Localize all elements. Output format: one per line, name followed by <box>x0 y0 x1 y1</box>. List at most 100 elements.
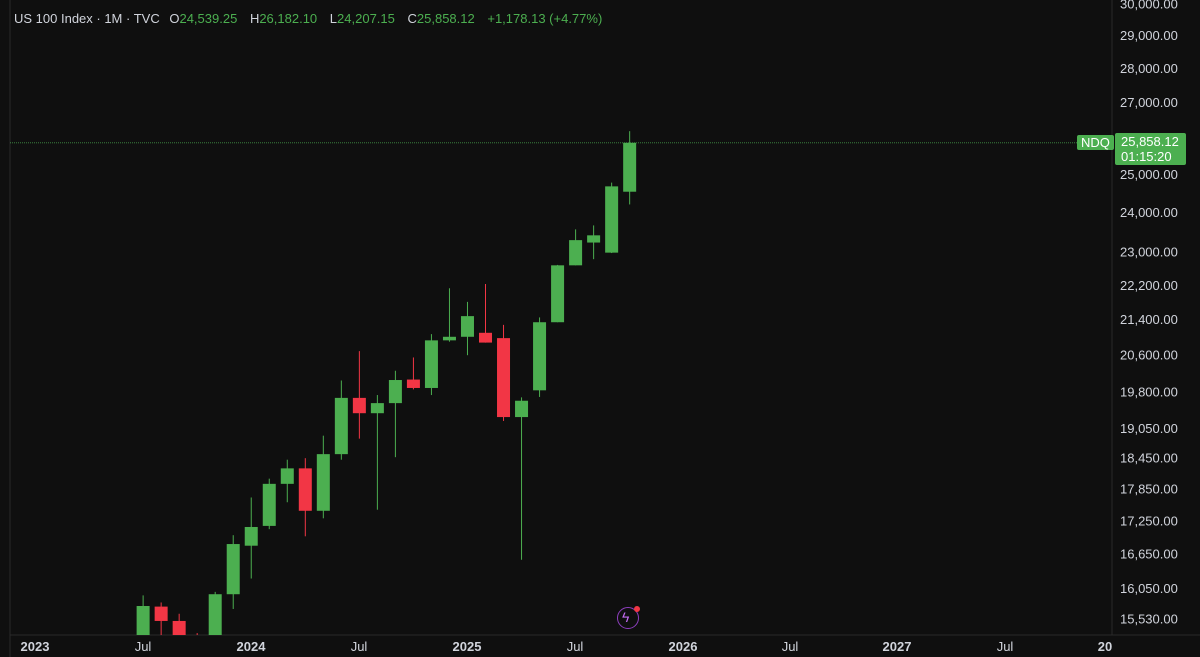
price-axis-label: 17,850.00 <box>1120 482 1178 497</box>
candle-2024-11[interactable] <box>424 334 438 396</box>
candle-body <box>388 380 402 404</box>
candle-2025-04[interactable] <box>515 397 529 560</box>
price-axis-label: 16,050.00 <box>1120 581 1178 596</box>
candle-body <box>569 240 583 266</box>
candle-2025-07[interactable] <box>569 229 583 266</box>
candle-2024-02[interactable] <box>262 478 276 530</box>
time-axis-label: Jul <box>567 639 584 654</box>
candle-body <box>298 468 312 511</box>
time-axis-label: 2025 <box>453 639 482 654</box>
candle-body <box>442 336 456 341</box>
candle-2024-06[interactable] <box>334 380 348 460</box>
price-axis-label: 23,000.00 <box>1120 245 1178 260</box>
candle-body <box>280 468 294 484</box>
time-axis-label: 2027 <box>883 639 912 654</box>
candle-2023-11[interactable] <box>208 591 222 635</box>
lightning-icon: ϟ <box>622 609 630 625</box>
candle-body <box>262 483 276 526</box>
candle-body <box>352 397 366 414</box>
candle-body <box>551 265 565 323</box>
candle-body <box>515 400 529 418</box>
price-axis-label: 30,000.00 <box>1120 0 1178 12</box>
candle-body <box>533 322 547 391</box>
candle-body <box>136 606 150 635</box>
price-axis-label: 20,600.00 <box>1120 348 1178 363</box>
flash-alert-button[interactable]: ϟ <box>617 606 640 629</box>
candle-2024-01[interactable] <box>244 497 258 579</box>
candle-2025-06[interactable] <box>551 264 565 323</box>
open-label: O <box>169 11 180 26</box>
candle-body <box>479 332 492 343</box>
candle-body <box>226 544 240 595</box>
open-value: 24,539.25 <box>179 11 238 26</box>
time-axis-label: Jul <box>997 639 1014 654</box>
candle-2025-09[interactable] <box>605 182 619 254</box>
price-axis-label: 25,000.00 <box>1120 167 1178 182</box>
candle-2024-05[interactable] <box>316 435 330 519</box>
candle-body <box>316 454 330 511</box>
candle-body <box>605 186 619 253</box>
candle-2023-12[interactable] <box>226 535 240 609</box>
low-value: 24,207.15 <box>337 11 395 26</box>
time-axis-label: 2026 <box>669 639 698 654</box>
high-value: 26,182.10 <box>259 11 318 26</box>
price-axis-label: 28,000.00 <box>1120 61 1178 76</box>
price-axis-label: 17,250.00 <box>1120 514 1178 529</box>
candle-2024-10[interactable] <box>406 357 420 390</box>
candle-2024-08[interactable] <box>370 395 384 510</box>
candle-body <box>370 403 384 414</box>
close-label: C <box>407 11 417 26</box>
last-price-tag: 25,858.12 01:15:20 <box>1115 133 1186 165</box>
candle-body <box>497 338 511 418</box>
candle-body <box>154 606 168 621</box>
candle-body <box>623 142 637 192</box>
candle-body <box>334 397 348 455</box>
legend-header: US 100 Index · 1M · TVC O24,539.25 H26,1… <box>14 11 611 26</box>
candle-2025-08[interactable] <box>587 225 601 260</box>
last-price-value: 25,858.12 <box>1121 134 1179 149</box>
candle-body <box>406 379 420 388</box>
price-axis-label: 19,050.00 <box>1120 421 1178 436</box>
candle-2024-04[interactable] <box>298 458 312 537</box>
candle-2023-10[interactable] <box>191 633 204 657</box>
bar-countdown: 01:15:20 <box>1121 149 1172 164</box>
candle-body <box>460 316 474 337</box>
candle-body <box>208 594 222 635</box>
candle-2025-05[interactable] <box>533 317 547 397</box>
candle-2025-01[interactable] <box>460 301 474 356</box>
candle-2024-07[interactable] <box>352 351 366 439</box>
price-axis-label: 22,200.00 <box>1120 278 1178 293</box>
candle-2023-07[interactable] <box>136 595 150 635</box>
time-axis-label: 20 <box>1098 639 1112 654</box>
low-label: L <box>329 11 338 26</box>
candle-2024-09[interactable] <box>388 370 402 458</box>
time-axis-label: Jul <box>351 639 368 654</box>
candle-2023-09[interactable] <box>172 613 186 635</box>
candle-2024-03[interactable] <box>280 459 294 503</box>
candle-body <box>424 340 438 388</box>
price-axis-label: 21,400.00 <box>1120 312 1178 327</box>
price-axis-label: 19,800.00 <box>1120 385 1178 400</box>
change-value: +1,178.13 (+4.77%) <box>487 11 603 26</box>
notification-dot <box>634 606 640 612</box>
price-axis-label: 24,000.00 <box>1120 205 1178 220</box>
candle-body <box>172 620 186 635</box>
price-axis-label: 29,000.00 <box>1120 28 1178 43</box>
candle-2023-08[interactable] <box>154 602 168 635</box>
candle-2025-02[interactable] <box>479 284 492 343</box>
ticker-tag: NDQ <box>1077 135 1114 150</box>
close-value: 25,858.12 <box>416 11 475 26</box>
high-label: H <box>249 11 260 26</box>
candle-2024-12[interactable] <box>442 288 456 342</box>
candle-body <box>244 526 258 546</box>
price-axis-label: 16,650.00 <box>1120 547 1178 562</box>
candle-2025-03[interactable] <box>497 324 511 421</box>
time-axis-label: Jul <box>782 639 799 654</box>
price-axis-label: 27,000.00 <box>1120 95 1178 110</box>
time-axis-label: 2024 <box>237 639 267 654</box>
candle-2025-10[interactable] <box>623 131 637 205</box>
price-axis-label: 15,530.00 <box>1120 612 1178 627</box>
symbol-title[interactable]: US 100 Index · 1M · TVC <box>14 11 160 26</box>
candle-body <box>587 235 601 243</box>
